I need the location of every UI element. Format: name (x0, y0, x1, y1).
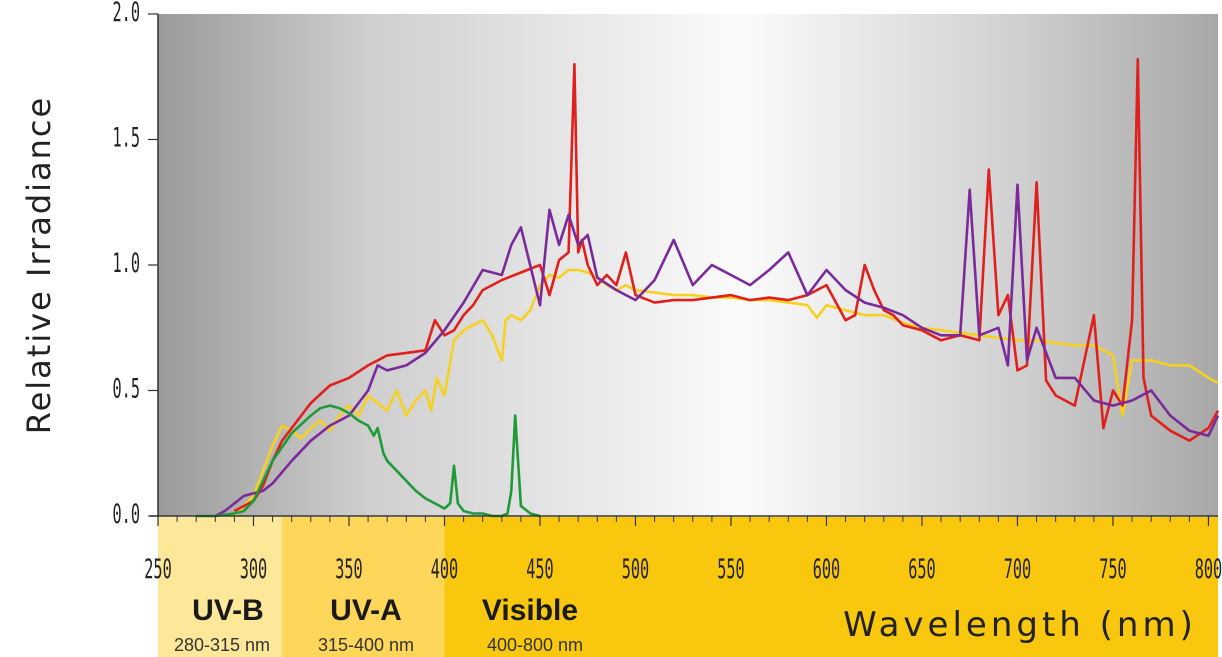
y-axis-ticks: 0.0 0.5 1.0 1.5 2.0 (113, 0, 158, 530)
y-tick-label: 0.5 (113, 374, 140, 405)
band-region-visible (444, 517, 1219, 657)
plot-background (158, 14, 1218, 516)
x-tick-label: 450 (526, 555, 553, 586)
band-name-label: Visible (482, 594, 578, 627)
x-tick-label: 650 (908, 555, 935, 586)
x-tick-label: 500 (622, 555, 649, 586)
x-tick-label: 700 (1004, 555, 1031, 586)
y-axis-title: Relative Irradiance (20, 96, 58, 434)
y-tick-label: 1.5 (113, 123, 140, 154)
x-tick-label: 300 (240, 555, 267, 586)
band-labels: UV-B 280-315 nm UV-A 315-400 nm Visible 400-8… (174, 594, 583, 655)
x-axis-title: Wavelength (nm) (843, 605, 1197, 645)
band-range-label: 280-315 nm (174, 635, 270, 655)
y-tick-label: 2.0 (113, 0, 140, 28)
band-range-label: 400-800 nm (487, 635, 583, 655)
x-tick-label: 400 (431, 555, 458, 586)
x-axis-ticks: 250 300 350 400 450 500 550 600 650 700 750 800 (144, 516, 1222, 585)
band-range-label: 315-400 nm (318, 635, 414, 655)
series-line-3 (214, 183, 1220, 518)
x-tick-label: 550 (717, 555, 744, 586)
x-tick-label: 250 (144, 555, 171, 586)
x-tick-label: 800 (1195, 555, 1222, 586)
band-region-uv-a (282, 517, 445, 657)
band-name-label: UV-A (330, 594, 402, 627)
spectral-bands (158, 517, 1219, 657)
y-tick-label: 0.0 (113, 500, 140, 531)
series-line-2 (233, 57, 1220, 513)
x-tick-label: 350 (335, 555, 362, 586)
band-name-label: UV-B (192, 594, 264, 627)
x-tick-label: 750 (1099, 555, 1126, 586)
x-tick-label: 600 (813, 555, 840, 586)
series-line-1 (233, 268, 1219, 517)
y-tick-label: 1.0 (113, 249, 140, 280)
band-region-uv-b (158, 517, 283, 657)
